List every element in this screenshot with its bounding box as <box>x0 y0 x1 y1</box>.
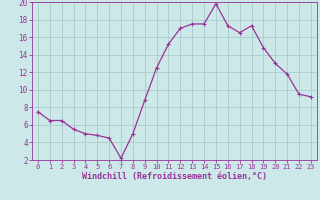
X-axis label: Windchill (Refroidissement éolien,°C): Windchill (Refroidissement éolien,°C) <box>82 172 267 181</box>
